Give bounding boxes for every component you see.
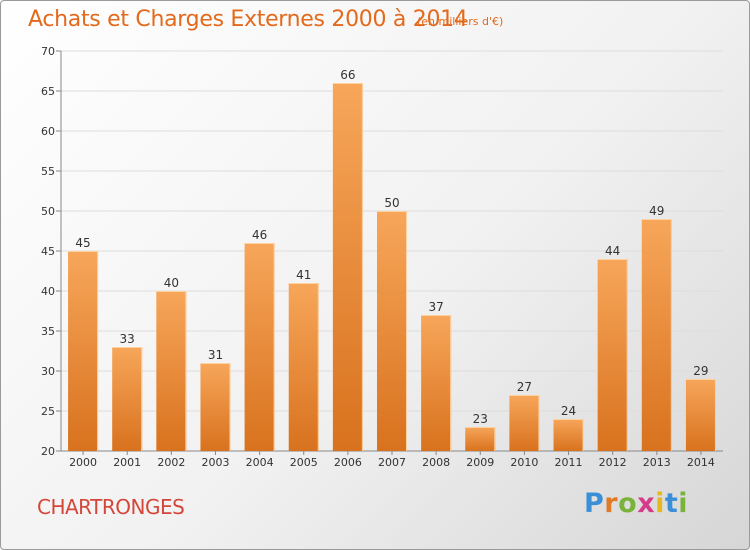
x-tick-label: 2009: [466, 456, 494, 469]
value-label: 37: [428, 300, 443, 314]
bar-fill: [200, 363, 231, 451]
bar: [509, 395, 540, 451]
bar-fill: [465, 427, 496, 451]
chart-title: Achats et Charges Externes 2000 à 2014: [28, 7, 468, 32]
bar: [288, 283, 319, 451]
logo-letter: x: [637, 488, 656, 519]
bar: [200, 363, 231, 451]
y-tick-label: 40: [41, 285, 55, 298]
bar: [597, 259, 628, 451]
bar: [377, 211, 407, 451]
bar: [332, 83, 363, 451]
x-tick-label: 2014: [687, 456, 715, 469]
y-tick-label: 65: [41, 85, 55, 98]
y-tick-label: 60: [41, 125, 55, 138]
value-label: 45: [75, 236, 90, 250]
value-label: 41: [296, 268, 311, 282]
value-label: 23: [473, 412, 488, 426]
bar: [68, 251, 99, 451]
bar-fill: [112, 347, 143, 451]
value-label: 31: [208, 348, 223, 362]
bar-fill: [68, 251, 99, 451]
value-labels: 45 33 40 31 46 41 66 50 37 23 27 24 44 49 29: [75, 68, 708, 426]
x-tick-label: 2007: [378, 456, 406, 469]
value-label: 44: [605, 244, 620, 258]
y-tick-label: 30: [41, 365, 55, 378]
bar-fill: [597, 259, 628, 451]
value-label: 66: [340, 68, 355, 82]
logo-letter: i: [678, 488, 689, 519]
x-tick-label: 2003: [201, 456, 229, 469]
bar: [641, 219, 672, 451]
proxiti-logo[interactable]: Proxiti: [584, 488, 688, 519]
bar-fill: [685, 379, 716, 451]
x-tick-label: 2013: [643, 456, 671, 469]
value-label: 29: [693, 364, 708, 378]
x-tick-label: 2002: [157, 456, 185, 469]
bar: [685, 379, 716, 451]
bars: [68, 83, 716, 451]
x-tick-label: 2005: [290, 456, 318, 469]
y-tick-label: 55: [41, 165, 55, 178]
x-tick-label: 2012: [599, 456, 627, 469]
y-tick-label: 35: [41, 325, 55, 338]
value-label: 50: [384, 196, 399, 210]
y-tick-label: 25: [41, 405, 55, 418]
bar-fill: [421, 315, 452, 451]
value-label: 49: [649, 204, 664, 218]
logo-letter: o: [618, 488, 638, 519]
x-tick-label: 2004: [246, 456, 274, 469]
value-label: 46: [252, 228, 267, 242]
bar-fill: [156, 291, 187, 451]
logo-letter: t: [664, 488, 679, 519]
y-tick-label: 45: [41, 245, 55, 258]
bar: [421, 315, 452, 451]
x-tick-label: 2010: [510, 456, 538, 469]
bar: [553, 419, 584, 451]
bar-fill: [377, 211, 407, 451]
logo-letter: i: [655, 488, 665, 519]
bar: [112, 347, 143, 451]
value-label: 33: [120, 332, 135, 346]
x-tick-label: 2006: [334, 456, 362, 469]
x-tick-label: 2008: [422, 456, 450, 469]
tick-labels: 20 25 30 35 40 45 50 55 60 65 70 2000 2001 2002 2003 20…: [41, 45, 715, 469]
x-tick-label: 2000: [69, 456, 97, 469]
bar-fill: [244, 243, 275, 451]
bar-fill: [288, 283, 319, 451]
bar: [465, 427, 496, 451]
bar: [156, 291, 187, 451]
bar-fill: [332, 83, 363, 451]
y-tick-label: 70: [41, 45, 55, 58]
value-label: 40: [164, 276, 179, 290]
value-label: 27: [517, 380, 532, 394]
value-label: 24: [561, 404, 576, 418]
bar-fill: [641, 219, 672, 451]
logo-letter: P: [584, 488, 605, 519]
x-tick-label: 2001: [113, 456, 141, 469]
bar-fill: [553, 419, 584, 451]
chart-subtitle: (en milliers d'€): [417, 15, 504, 28]
y-tick-label: 20: [41, 445, 55, 458]
x-tick-label: 2011: [555, 456, 583, 469]
y-tick-label: 50: [41, 205, 55, 218]
bar-fill: [509, 395, 540, 451]
logo-letter: r: [604, 488, 619, 519]
bar: [244, 243, 275, 451]
commune-name: CHARTRONGES: [37, 495, 185, 519]
